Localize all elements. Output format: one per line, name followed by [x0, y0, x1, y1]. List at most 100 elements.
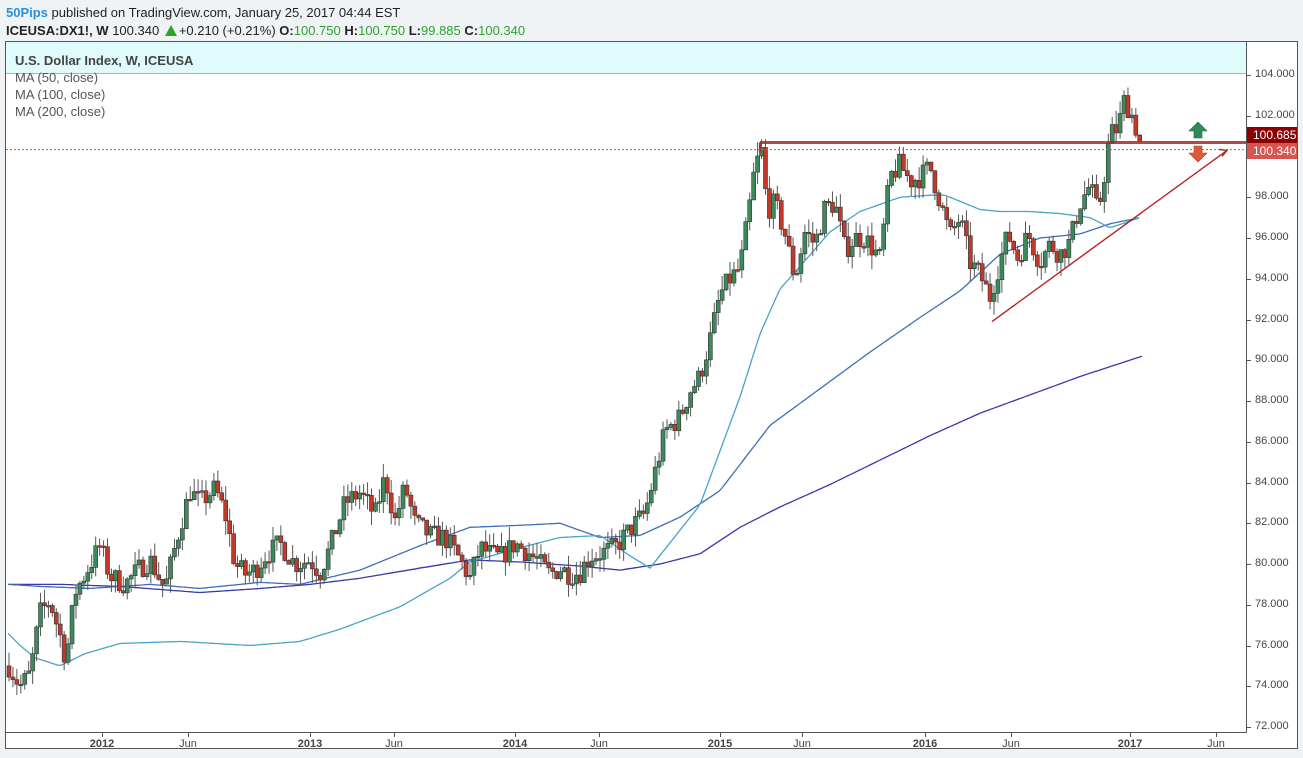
candle-up: [136, 559, 142, 566]
author-link[interactable]: 50Pips: [6, 5, 48, 20]
candle-down: [905, 170, 910, 176]
candle-down: [975, 262, 981, 265]
candle-up: [400, 484, 406, 509]
candle-up: [180, 528, 185, 541]
candle-down: [530, 553, 536, 557]
y-tick-label: 92.000: [1255, 312, 1289, 325]
candle-down: [463, 560, 469, 577]
candle-up: [85, 572, 91, 582]
candle-up: [637, 510, 642, 517]
legend-ma100[interactable]: MA (100, close): [15, 87, 106, 102]
candle-up: [971, 262, 977, 270]
candle-down: [518, 543, 524, 549]
publish-text: published on TradingView.com, January 25…: [47, 5, 401, 20]
candle-down: [451, 534, 457, 546]
close-value: 100.340: [478, 23, 526, 38]
candle-up: [1121, 95, 1127, 114]
candle-up: [644, 502, 650, 514]
candle-down: [1054, 251, 1060, 263]
candle-up: [73, 593, 79, 606]
candle-down: [117, 570, 122, 592]
legend-ma200[interactable]: MA (200, close): [15, 104, 106, 119]
y-tick: [1247, 75, 1251, 76]
y-tick: [1247, 645, 1251, 647]
candle-up: [719, 289, 725, 301]
candle-down: [869, 235, 875, 256]
candle-down: [1137, 134, 1143, 142]
candle-up: [77, 582, 83, 595]
price-axis[interactable]: [1246, 42, 1247, 733]
candle-down: [857, 233, 863, 247]
candle-up: [814, 234, 820, 243]
candle-down: [495, 545, 500, 553]
candle-down: [786, 235, 792, 247]
candle-up: [239, 560, 244, 567]
candle-down: [1007, 231, 1013, 242]
candle-down: [424, 519, 429, 536]
candle-down: [1038, 266, 1044, 269]
candle-up: [881, 223, 886, 250]
open-value: 100.750: [293, 23, 341, 38]
last-price-tag: 100.340: [1247, 143, 1297, 159]
candle-down: [50, 605, 55, 613]
candle-down: [987, 283, 993, 302]
candle-down: [613, 538, 619, 543]
candle-down: [444, 529, 449, 549]
candle-down: [727, 273, 733, 284]
candle-down: [317, 575, 323, 581]
series-title: U.S. Dollar Index, W, ICEUSA: [15, 53, 194, 68]
candle-up: [377, 501, 382, 504]
candle-down: [294, 558, 299, 573]
candle-up: [176, 539, 181, 549]
y-tick-label: 82.000: [1255, 516, 1289, 529]
x-tick: [310, 733, 311, 737]
candle-down: [1098, 197, 1103, 202]
legend-ma50[interactable]: MA (50, close): [15, 70, 99, 85]
candle-up: [853, 233, 859, 247]
candle-up: [258, 567, 264, 578]
time-axis[interactable]: [6, 732, 1247, 733]
symbol: ICEUSA:DX1!, W: [6, 23, 109, 38]
candle-up: [648, 490, 654, 504]
candle-down: [6, 665, 12, 678]
candle-down: [948, 219, 953, 227]
candle-down: [353, 491, 359, 500]
candle-down: [1125, 95, 1131, 119]
ma100-line: [7, 217, 1140, 590]
candle-down: [120, 590, 126, 594]
y-tick: [1247, 482, 1251, 484]
candle-down: [841, 220, 847, 237]
candle-down: [369, 495, 374, 512]
chart-frame[interactable]: [5, 41, 1298, 749]
candle-down: [826, 201, 831, 204]
y-tick: [1247, 604, 1251, 606]
candle-down: [388, 492, 394, 514]
candle-down: [767, 188, 772, 219]
candle-down: [901, 153, 906, 171]
candle-down: [455, 544, 461, 556]
candle-down: [57, 623, 63, 636]
last-price: 100.340: [112, 23, 160, 38]
candle-up: [132, 564, 138, 576]
candle-up: [440, 529, 445, 546]
candle-up: [124, 578, 130, 594]
candle-down: [61, 634, 67, 663]
candle-up: [656, 460, 662, 468]
candle-up: [684, 407, 689, 414]
y-tick-label: 80.000: [1255, 557, 1289, 569]
y-tick: [1247, 278, 1251, 280]
candle-up: [589, 560, 595, 567]
candle-down: [483, 541, 489, 552]
candle-down: [774, 193, 780, 201]
candle-down: [310, 562, 315, 570]
low-label: L:: [408, 23, 421, 38]
candle-up: [428, 526, 433, 536]
candle-up: [889, 171, 894, 186]
candle-down: [105, 546, 110, 575]
candle-up: [802, 232, 808, 255]
candle-up: [849, 246, 855, 257]
candle-up: [499, 546, 504, 553]
candle-up: [723, 273, 729, 291]
candle-up: [184, 499, 189, 530]
